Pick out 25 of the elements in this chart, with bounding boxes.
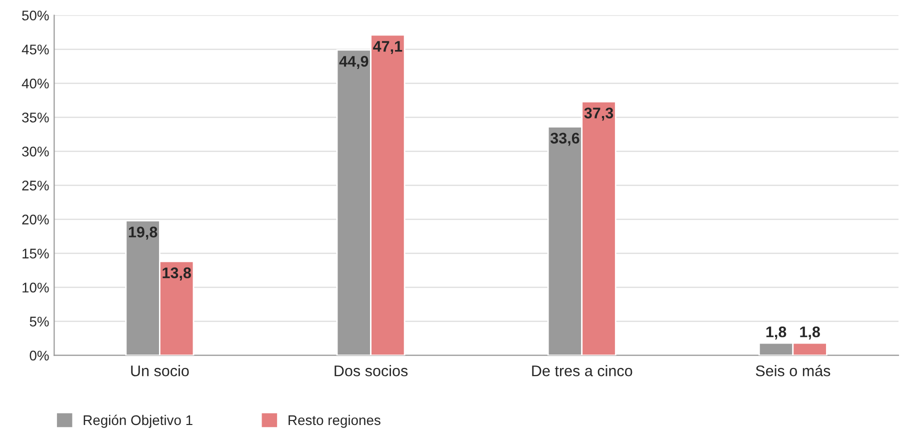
data-label: 1,8 (766, 326, 786, 340)
y-tick-label: 35% (22, 112, 49, 122)
data-label: 47,1 (373, 41, 402, 54)
data-label: 33,6 (550, 132, 580, 146)
data-label: 44,9 (339, 56, 368, 69)
y-tick-label: 40% (22, 78, 49, 88)
y-tick-label: 30% (22, 146, 49, 156)
y-tick-label: 25% (22, 180, 49, 190)
y-tick-label: 15% (22, 248, 49, 258)
data-label: 37,3 (584, 108, 614, 121)
legend-label: Región Objetivo 1 (84, 414, 192, 428)
data-label: 1,8 (800, 326, 820, 340)
y-tick-label: 5% (30, 316, 49, 326)
y-tick-label: 45% (22, 44, 49, 54)
legend-label: Resto regiones (288, 414, 380, 428)
y-tick-label: 50% (22, 10, 49, 20)
data-label: 19,8 (128, 226, 158, 240)
x-tick-label: Seis o más (756, 364, 830, 376)
y-tick-label: 20% (22, 214, 49, 224)
y-tick-label: 10% (22, 282, 49, 292)
x-tick-label: De tres a cinco (532, 365, 632, 376)
x-tick-label: Dos socios (334, 365, 408, 376)
x-tick-label: Un socio (131, 365, 189, 376)
data-label: 13,8 (162, 267, 192, 280)
y-tick-label: 0% (30, 350, 49, 361)
